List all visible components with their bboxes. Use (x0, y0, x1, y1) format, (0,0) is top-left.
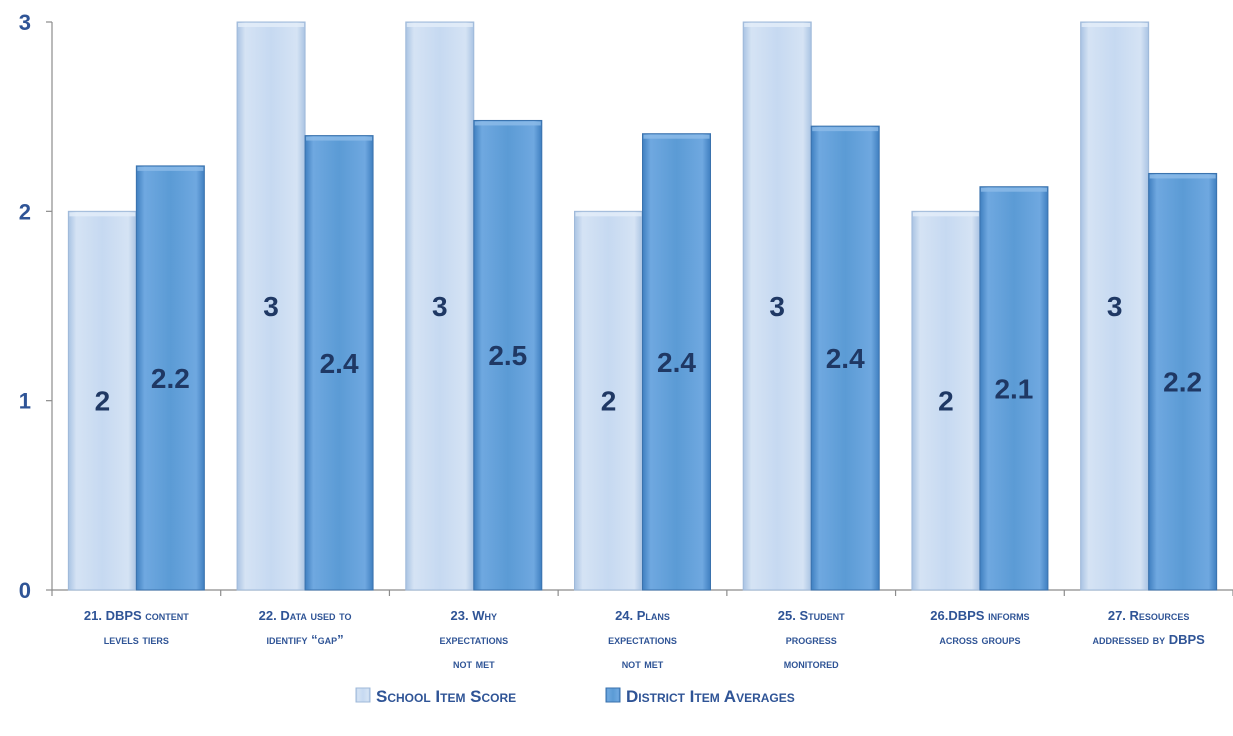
data-label: 2.4 (320, 348, 359, 379)
legend-label: District Item Averages (626, 687, 795, 706)
x-tick-label: addressed by DBPS (1092, 632, 1205, 647)
x-tick-label: identify “gap” (267, 632, 344, 647)
y-tick-label: 0 (19, 578, 31, 603)
x-tick-label: levels tiers (104, 632, 169, 647)
school-score-bar (742, 21, 812, 591)
x-tick-label: expectations (608, 632, 677, 647)
school-score-bar (911, 210, 981, 591)
data-label: 3 (1107, 291, 1123, 322)
x-tick-label: 22. Data used to (259, 608, 352, 623)
x-tick-label: 27. Resources (1108, 608, 1190, 623)
legend: School Item Score District Item Averages (355, 687, 795, 706)
bar-top-highlight (812, 127, 879, 132)
bar-top-highlight (980, 187, 1047, 192)
y-tick-label: 3 (19, 10, 31, 35)
y-tick-label: 1 (19, 389, 31, 414)
data-label: 2.1 (994, 373, 1033, 404)
data-label: 2 (601, 386, 617, 417)
data-label: 3 (769, 291, 785, 322)
x-tick-label: 21. DBPS content (84, 608, 189, 623)
school-score-bar (574, 210, 643, 591)
district-average-bar (1148, 172, 1218, 591)
data-label: 2.5 (488, 340, 527, 371)
data-label: 2 (938, 386, 954, 417)
school-score-bar (405, 21, 475, 591)
bars-layer (67, 21, 1218, 591)
bar-top-highlight (1081, 23, 1148, 27)
bar-top-highlight (238, 23, 305, 27)
legend-swatch (355, 687, 371, 703)
legend-label: School Item Score (376, 687, 516, 706)
bar-top-highlight (1149, 174, 1216, 179)
bar-top-highlight (406, 23, 473, 27)
district-average-bar (135, 165, 205, 591)
x-tick-label: 24. Plans (615, 608, 670, 623)
bar-top-highlight (306, 136, 373, 141)
data-label: 3 (432, 291, 448, 322)
data-label: 2.4 (657, 347, 696, 378)
x-tick-label: 25. Student (778, 608, 845, 623)
data-label: 2 (95, 386, 111, 417)
district-average-bar (979, 186, 1049, 591)
data-label: 3 (263, 291, 279, 322)
district-average-bar (304, 135, 374, 591)
data-label: 2.4 (826, 343, 865, 374)
school-score-bar (236, 21, 306, 591)
school-score-bar (67, 210, 137, 591)
district-average-bar (810, 125, 880, 591)
bar-top-highlight (744, 23, 811, 27)
x-tick-label: monitored (784, 656, 839, 671)
school-score-bar (1080, 21, 1150, 591)
x-tick-label: expectations (439, 632, 508, 647)
district-average-bar (473, 119, 543, 591)
district-average-bar (642, 133, 711, 591)
data-label: 2.2 (151, 363, 190, 394)
bar-top-highlight (474, 121, 541, 126)
bar-top-highlight (575, 212, 642, 217)
y-tick-label: 2 (19, 199, 31, 224)
labels-layer: 2 2.2 21. DBPS content levels tiers 3 2.4 22. … (84, 291, 1205, 671)
x-tick-label: 23. Why (451, 608, 497, 623)
bar-top-highlight (912, 212, 979, 217)
bar-top-highlight (137, 166, 204, 171)
x-tick-label: not met (453, 656, 495, 671)
x-tick-label: 26.DBPS informs (930, 608, 1029, 623)
x-tick-label: across groups (939, 632, 1020, 647)
bar-top-highlight (643, 134, 710, 139)
data-label: 2.2 (1163, 367, 1202, 398)
legend-swatch (605, 687, 621, 703)
x-tick-label: not met (622, 656, 664, 671)
bar-top-highlight (69, 212, 136, 217)
x-tick-label: progress (786, 632, 837, 647)
